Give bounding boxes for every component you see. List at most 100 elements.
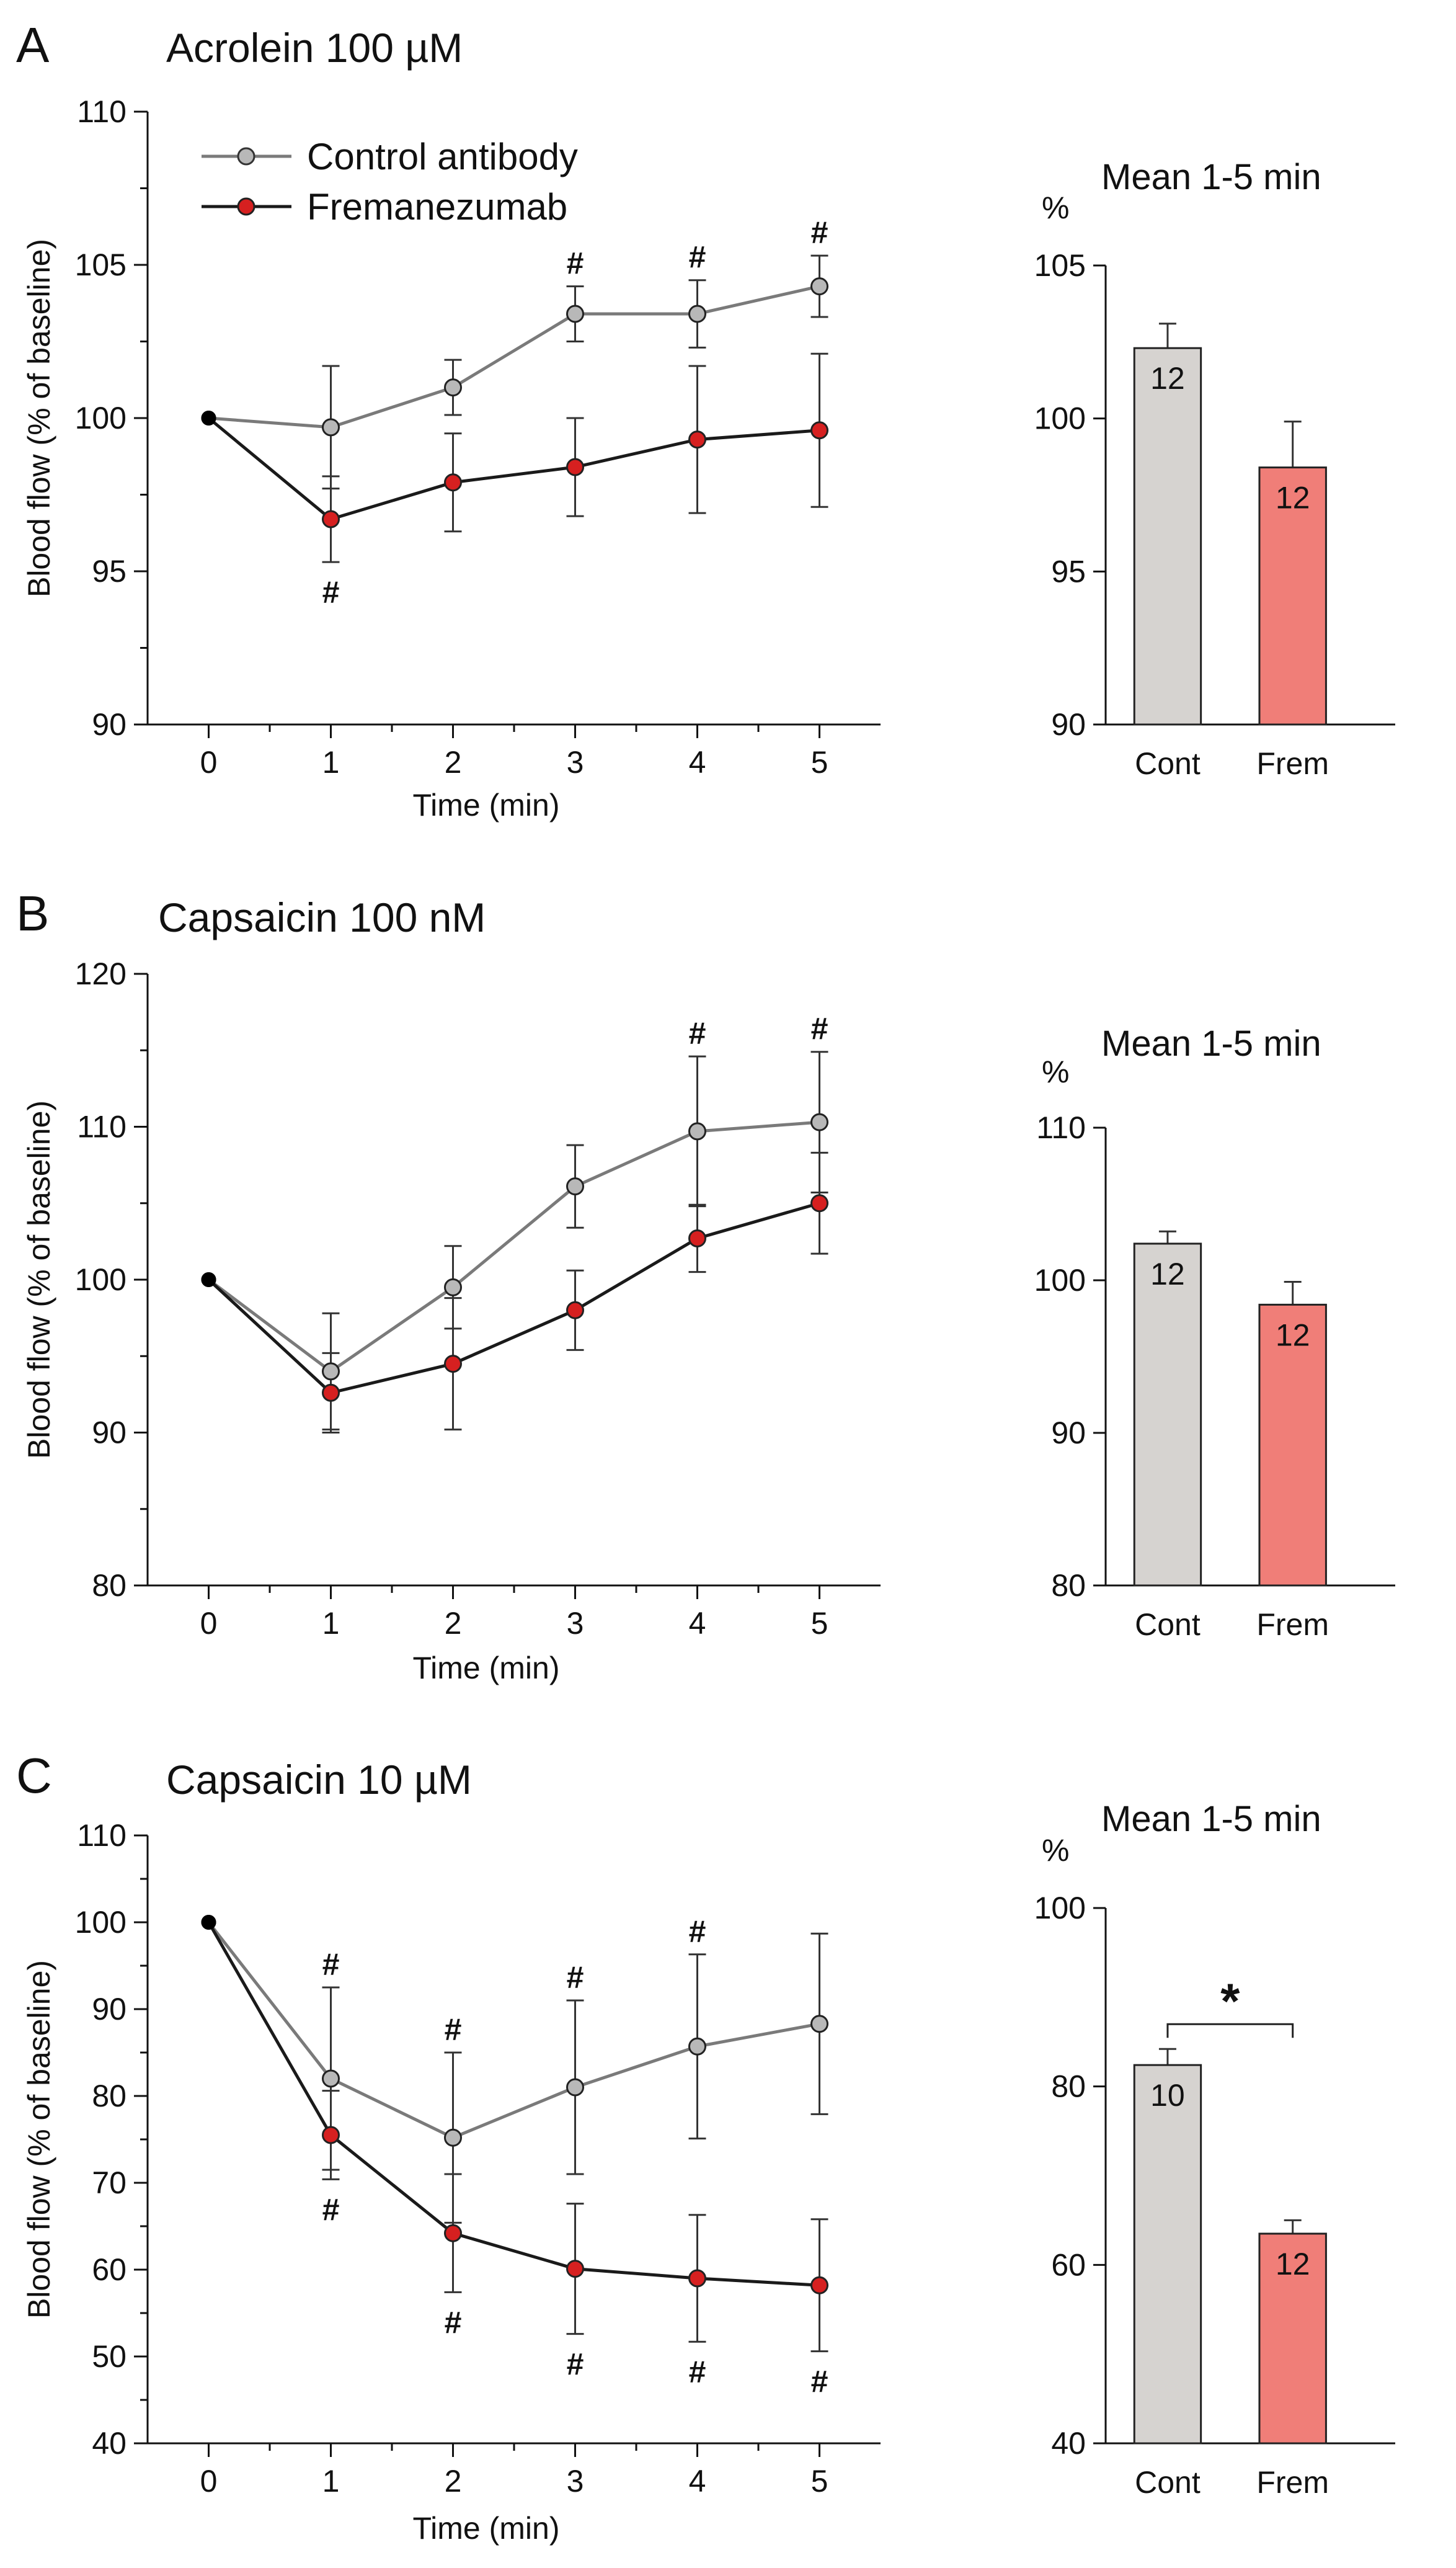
panel-a-control-hash: # — [811, 215, 828, 250]
panel-a-y-tick-label: 110 — [77, 94, 127, 129]
panel-b-cont-n-label: 12 — [1150, 1257, 1185, 1291]
panel-b-y-tick-label: 90 — [92, 1416, 127, 1450]
panel-b-frem-point — [688, 1229, 706, 1247]
panel-c-y-tick-label: 110 — [77, 1818, 127, 1853]
panel-b-control-point — [688, 1122, 706, 1141]
panel-c-frem-point — [688, 2269, 706, 2288]
legend-control-marker — [237, 147, 255, 166]
panel-b-cont-bar — [1133, 1242, 1202, 1587]
panel-a-x-axis-title: Time (min) — [412, 788, 559, 823]
panel-b-x-tick-label: 3 — [567, 1606, 584, 1641]
panel-a-frem-category-label: Frem — [1256, 746, 1329, 781]
panel-a-bar-y-tick-label: 95 — [1051, 554, 1086, 589]
panel-c-cont-bar — [1133, 2064, 1202, 2445]
panel-c-control-series-line — [207, 1921, 820, 2139]
panel-c-x-tick-label: 5 — [811, 2464, 828, 2499]
panel-b-bar-y-tick-label: 80 — [1051, 1568, 1086, 1603]
panel-a-control-point — [810, 277, 828, 296]
panel-letter-b: B — [16, 886, 49, 941]
panel-c-frem-point — [810, 2276, 828, 2294]
panel-b-control-point — [322, 1362, 340, 1381]
panel-a-frem-point — [566, 458, 584, 476]
panel-b-y-tick-label: 80 — [92, 1568, 127, 1603]
panel-c-control-point — [566, 2078, 584, 2097]
panel-c-frem-point — [444, 2224, 462, 2242]
panel-a-frem-point — [322, 510, 340, 528]
panel-a-frem-point — [810, 421, 828, 440]
panel-a-cont-n-label: 12 — [1150, 361, 1185, 396]
panel-b-line-chart: 80 90 100 110 120 0 1 2 3 4 5 Time (min) Blood flow … — [22, 956, 881, 1685]
panel-c-bar-y-tick-label: 60 — [1051, 2247, 1086, 2282]
panel-a-frem-bar — [1258, 466, 1327, 726]
panel-c-baseline-point — [201, 1915, 216, 1930]
panel-c-control-point — [444, 2128, 462, 2147]
panel-a-frem-n-label: 12 — [1276, 481, 1310, 515]
panel-c-frem-hash: # — [689, 2355, 706, 2389]
panel-b-control-hash: # — [689, 1016, 706, 1051]
panel-b-y-axis-title: Blood flow (% of baseline) — [22, 1100, 56, 1459]
panel-a-control-hash: # — [689, 240, 706, 275]
panel-c-y-tick-label: 50 — [92, 2339, 127, 2374]
panel-b-x-tick-label: 5 — [811, 1606, 828, 1641]
panel-c-bar-y-tick-label: 80 — [1051, 2069, 1086, 2104]
panel-c-bar-title: Mean 1-5 min — [1101, 1799, 1321, 1839]
legend-control-label: Control antibody — [307, 136, 578, 177]
panel-a-cont-category-label: Cont — [1135, 746, 1201, 781]
panel-a-title: Acrolein 100 µM — [166, 25, 463, 71]
legend: Control antibody Fremanezumab — [202, 136, 578, 228]
panel-a-bar-y-tick-label: 105 — [1034, 248, 1086, 283]
panel-b-baseline-point — [201, 1272, 216, 1287]
panel-c-line-chart: 40 50 60 70 80 90 100 110 0 1 2 3 4 5 Time (min) Blood … — [22, 1818, 881, 2546]
panel-a-x-tick-label: 1 — [322, 745, 340, 780]
panel-a-bar-y-tick-label: 100 — [1034, 401, 1086, 436]
panel-c-title: Capsaicin 10 µM — [166, 1757, 472, 1803]
panel-a-line-chart: 90 95 100 105 110 0 1 2 3 4 5 Time (min) Blood flow … — [22, 94, 881, 823]
panel-b-frem-bar — [1258, 1303, 1327, 1587]
panel-a-control-point — [688, 305, 706, 323]
panel-c-y-tick-label: 60 — [92, 2252, 127, 2287]
panel-c-control-hash: # — [689, 1914, 706, 1949]
panel-c-frem-hash: # — [445, 2305, 462, 2340]
panel-c-x-tick-label: 0 — [200, 2464, 218, 2499]
panel-c-cont-category-label: Cont — [1135, 2465, 1201, 2500]
panel-c-frem-point — [322, 2126, 340, 2144]
panel-b-y-tick-label: 120 — [75, 956, 127, 991]
panel-c-frem-series-line — [207, 1921, 820, 2287]
panel-c-x-tick-label: 2 — [445, 2464, 462, 2499]
panel-b-control-point — [566, 1177, 584, 1196]
panel-b-bar-y-tick-label: 100 — [1034, 1263, 1086, 1298]
panel-letter-c: C — [16, 1748, 52, 1803]
panel-c-significance-bracket — [1166, 2023, 1294, 2038]
panel-c-frem-bar — [1258, 2232, 1327, 2445]
panel-a-y-tick-label: 90 — [92, 707, 127, 742]
panel-a-x-tick-label: 2 — [445, 745, 462, 780]
panel-a-control-point — [444, 378, 462, 397]
panel-c-bar-y-tick-label: 40 — [1051, 2426, 1086, 2461]
panel-b-control-point — [444, 1278, 462, 1296]
panel-b-y-tick-label: 110 — [77, 1110, 127, 1144]
panel-b-frem-n-label: 12 — [1276, 1317, 1310, 1352]
panel-a-bar-y-tick-label: 90 — [1051, 707, 1086, 742]
panel-c-y-tick-label: 90 — [92, 1992, 127, 2026]
panel-c-y-tick-label: 70 — [92, 2165, 127, 2200]
panel-b-x-tick-label: 2 — [445, 1606, 462, 1641]
panel-letter-a: A — [16, 17, 50, 73]
panel-b-title: Capsaicin 100 nM — [158, 894, 486, 940]
panel-a-y-tick-label: 95 — [92, 554, 127, 589]
panel-c-x-tick-label: 1 — [322, 2464, 340, 2499]
panel-a-bar-chart: Mean 1-5 min% 90 95 100 105 12 Cont 12 Frem — [1034, 157, 1395, 781]
panel-a-frem-series-line — [207, 417, 820, 521]
panel-a-x-tick-label: 5 — [811, 745, 828, 780]
panel-a-baseline-point — [201, 411, 216, 426]
panel-c-control-hash: # — [567, 1960, 584, 1995]
panel-a-control-series-line — [208, 285, 820, 429]
panel-c-x-axis-title: Time (min) — [412, 2511, 559, 2546]
panel-b-frem-point — [566, 1301, 584, 1319]
panel-c-bar-y-tick-label: 100 — [1034, 1891, 1086, 1925]
panel-a-control-hash: # — [567, 246, 584, 281]
panel-c-significance-star: * — [1220, 1973, 1240, 2028]
panel-b-cont-category-label: Cont — [1135, 1607, 1201, 1642]
panel-b-bar-chart: Mean 1-5 min% 80 90 100 110 12 Cont 12 Frem — [1034, 1023, 1395, 1642]
panel-c-y-axis-title: Blood flow (% of baseline) — [22, 1960, 56, 2319]
